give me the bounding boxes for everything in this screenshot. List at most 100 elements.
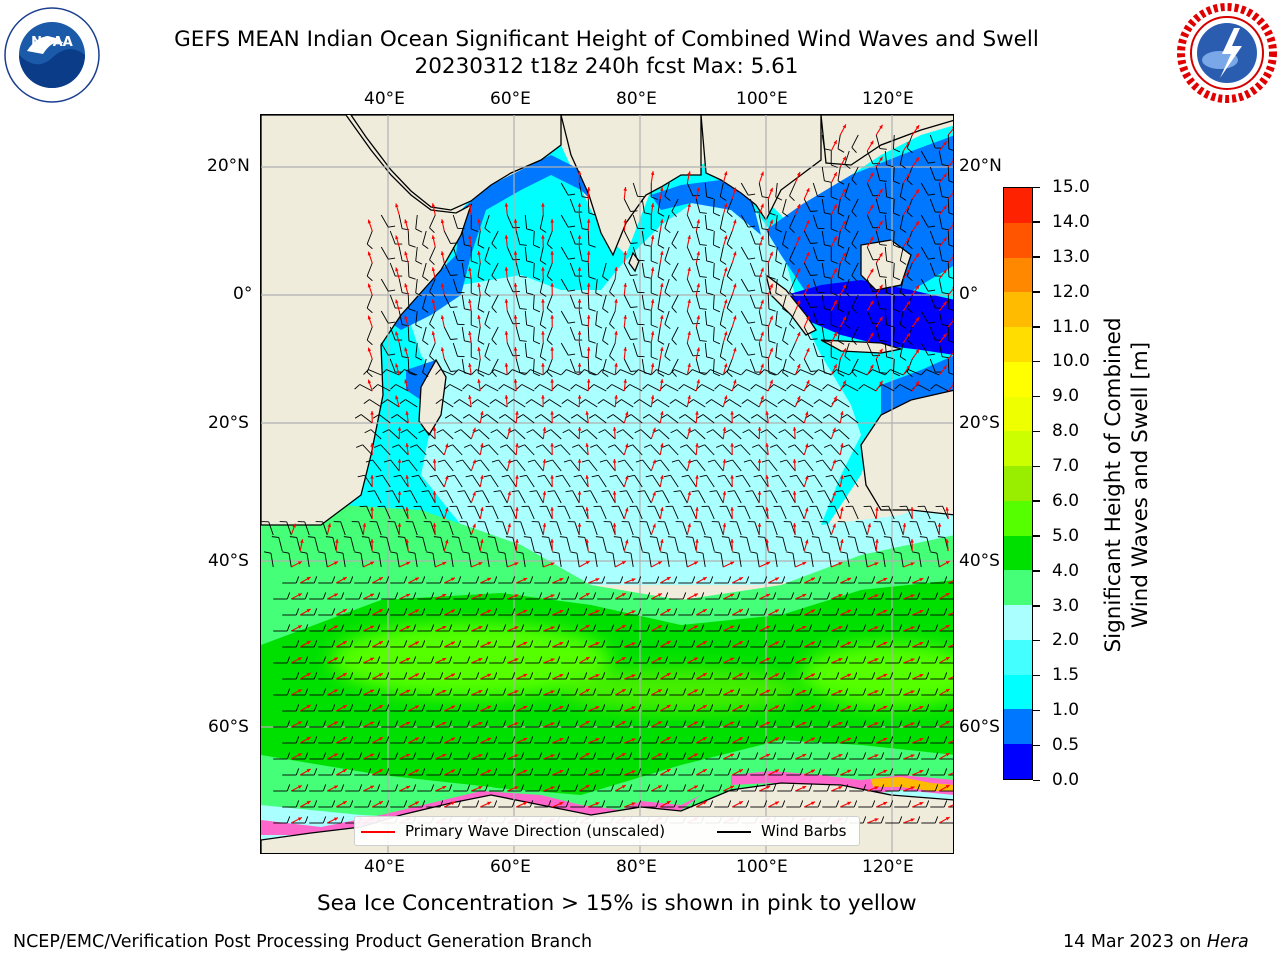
wind-barb-feather [367,608,372,616]
wind-barb-feather [498,414,506,419]
wind-barb-feather [831,292,838,296]
wind-barb [803,294,811,308]
wind-barb-feather [817,576,822,584]
wave-direction-arrowhead [577,491,582,495]
wave-direction-arrowhead [730,443,734,447]
wind-barb-feather [595,324,603,329]
wind-barb-feather [713,340,721,345]
wind-barb-feather [797,459,805,463]
wind-barb-feather [580,429,588,434]
wave-direction-arrowhead [504,395,509,399]
wind-barb-feather [725,459,733,463]
wave-direction-arrowhead [796,395,801,400]
wind-barb [394,521,400,536]
wind-barb-feather [727,576,732,584]
wave-direction-arrowhead [738,737,743,741]
wind-barb-feather [762,196,770,199]
wave-direction-arrowhead [586,379,591,383]
wind-barb [657,294,661,309]
wind-barb-feather [574,592,579,600]
wind-barb [595,310,598,325]
wind-barb-feather [475,640,480,648]
wind-barb-feather [699,474,707,478]
wind-barb-feather [790,656,795,664]
wind-barb-feather [657,244,665,249]
wind-barb [942,506,949,520]
wave-direction-arrowhead [769,347,773,352]
wind-barb-feather [394,752,399,760]
wind-barb-feather [681,474,689,478]
wind-barb [790,521,796,536]
wind-barb-feather [367,490,375,493]
wave-direction-arrowhead [559,642,564,646]
wind-barb-feather [682,656,687,664]
wind-barb [803,198,811,212]
wind-barb-feather [817,608,822,616]
colorbar-tick-label: 9.0 [1052,386,1080,407]
wind-barb-feather [505,536,513,538]
wind-barb [623,198,631,212]
wave-direction-arrowhead [952,318,953,320]
wind-barb [429,214,436,228]
wind-barb [664,214,670,229]
wind-barb-feather [631,536,639,538]
wind-barb-feather [824,308,832,311]
wind-barb-feather [851,179,857,185]
wind-barb [840,459,850,472]
wind-barb-feather [422,244,429,249]
wind-barb-feather [817,768,822,776]
wind-barb [719,310,724,325]
wind-barb-feather [565,736,570,744]
wind-barb [558,414,571,424]
wind-barb [803,326,811,340]
wave-direction-arrowhead [623,315,627,319]
wind-barb-feather [475,704,480,712]
wind-barb [893,134,895,150]
wind-barb [443,358,451,372]
wind-barb-feather [642,384,649,390]
wind-barb [530,369,544,376]
wind-barb [828,553,832,568]
wind-barb-feather [691,640,696,648]
wind-barb-feather [447,474,455,478]
wind-barb [512,537,517,552]
wave-direction-arrowhead [769,315,773,320]
wave-direction-arrowhead [431,267,436,272]
wave-direction-arrowhead [650,363,655,367]
wind-barb [755,384,769,392]
wind-barb [809,384,823,392]
wave-direction-arrowhead [577,395,582,399]
wind-barb [570,459,580,472]
wind-barb [875,358,881,373]
colorbar-segment [1004,500,1032,536]
colorbar-tick-label: 13.0 [1052,246,1090,267]
footer-host: Hera [1206,932,1249,952]
wind-barb-feather [657,212,665,217]
wind-barb-feather [889,768,894,776]
wind-barb [546,294,553,309]
wind-barb-feather [286,624,291,632]
wind-barb-feather [714,551,722,554]
wave-direction-arrowhead [406,721,411,726]
wave-direction-arrowhead [952,382,953,384]
wind-barb [396,414,409,424]
wind-barb-feather [925,768,930,776]
wave-direction-arrowhead [702,609,707,613]
wind-barb [642,459,652,472]
wave-direction-arrowhead [406,689,411,694]
wind-barb-feather [525,369,531,375]
wind-barb-feather [824,444,831,448]
wave-direction-arrowhead [395,203,399,208]
wind-barb-feather [340,656,345,664]
wind-barb-feather [401,459,409,463]
colorbar-segment [1004,292,1032,328]
colorbar-tick-label: 12.0 [1052,281,1090,302]
wind-barb [490,475,499,488]
wind-barb [456,506,463,520]
wave-direction-arrowhead [766,625,771,630]
wind-barb-feather [673,672,678,680]
wind-barb-feather [853,736,858,744]
wind-barb [569,358,576,373]
wave-direction-arrowhead [693,657,698,661]
wave-direction-arrowhead [595,578,600,582]
